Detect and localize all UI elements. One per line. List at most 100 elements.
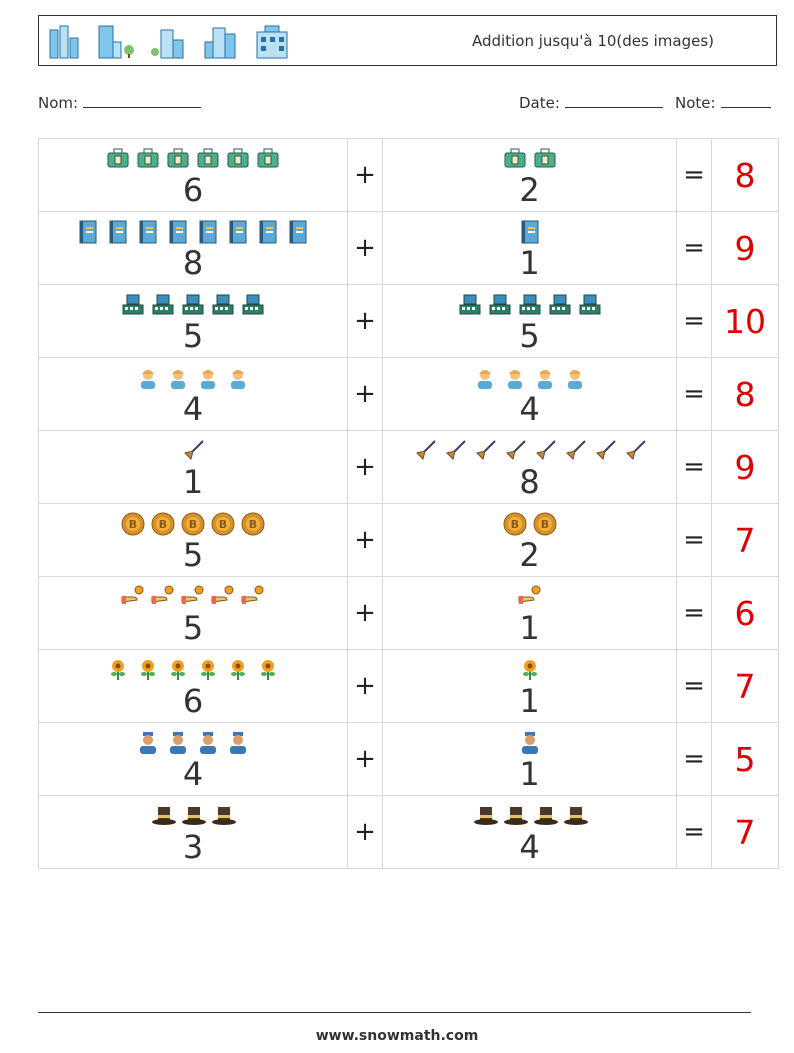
plus-sign: + xyxy=(347,430,383,504)
coin-hand-icon xyxy=(518,585,542,609)
addend-number: 4 xyxy=(519,390,540,428)
result-cell[interactable]: 9 xyxy=(711,430,779,504)
coin-hand-icon xyxy=(121,585,145,609)
second-addend-cell: 5 xyxy=(382,284,677,358)
problem-row: 6 +2 = 8 xyxy=(38,138,779,212)
coin-hand-icon xyxy=(211,585,235,609)
worker-icon xyxy=(136,366,160,390)
equals-sign: = xyxy=(676,211,712,285)
result-cell[interactable]: 7 xyxy=(711,649,779,723)
coin-hand-icon xyxy=(181,585,205,609)
addend-number: 5 xyxy=(519,317,540,355)
equals-sign: = xyxy=(676,430,712,504)
broom-icon xyxy=(593,439,617,463)
addend-number: 4 xyxy=(519,828,540,866)
result-cell[interactable]: 8 xyxy=(711,357,779,431)
equals-sign: = xyxy=(676,722,712,796)
nurse-icon xyxy=(518,731,542,755)
plus-sign: + xyxy=(347,649,383,723)
cash-register-icon xyxy=(151,293,175,317)
flower-icon xyxy=(196,658,220,682)
worksheet-header: Addition jusqu'à 10(des images) xyxy=(38,15,777,66)
worker-icon xyxy=(503,366,527,390)
second-addend-cell: 1 xyxy=(382,649,677,723)
pilgrim-hat-icon xyxy=(533,804,558,828)
cash-register-icon xyxy=(548,293,572,317)
flower-icon xyxy=(106,658,130,682)
date-label: Date: xyxy=(519,94,560,112)
addend-number: 4 xyxy=(182,390,204,428)
cash-register-icon xyxy=(181,293,205,317)
cash-register-icon xyxy=(458,293,482,317)
icon-group xyxy=(383,583,676,611)
building-icon xyxy=(49,25,79,59)
broom-icon xyxy=(413,439,437,463)
date-blank[interactable] xyxy=(564,93,663,108)
bitcoin-icon: B xyxy=(241,512,265,536)
first-addend-cell: 1 xyxy=(38,430,348,504)
plus-sign: + xyxy=(347,138,383,212)
result-cell[interactable]: 10 xyxy=(711,284,779,358)
equals-sign: = xyxy=(676,138,712,212)
suitcase-icon xyxy=(106,147,130,171)
notebook-icon xyxy=(136,220,160,244)
plus-sign: + xyxy=(347,284,383,358)
skyscrapers-icon xyxy=(204,27,236,59)
result-cell[interactable]: 7 xyxy=(711,503,779,577)
result-cell[interactable]: 5 xyxy=(711,722,779,796)
first-addend-cell: 6 xyxy=(38,649,348,723)
broom-icon xyxy=(563,439,587,463)
first-addend-cell: 8 xyxy=(38,211,348,285)
result-cell[interactable]: 9 xyxy=(711,211,779,285)
cash-register-icon xyxy=(578,293,602,317)
svg-text:B: B xyxy=(540,518,548,531)
footer-url[interactable]: www.snowmath.com xyxy=(315,1028,479,1044)
second-addend-cell: 1 xyxy=(382,576,677,650)
notebook-icon xyxy=(166,220,190,244)
first-addend-cell: 3 xyxy=(38,795,348,869)
pilgrim-hat-icon xyxy=(503,804,528,828)
result-cell[interactable]: 7 xyxy=(711,795,779,869)
notebook-icon xyxy=(286,220,310,244)
addend-number: 5 xyxy=(182,317,204,355)
second-addend-cell: 4 xyxy=(382,357,677,431)
pilgrim-hat-icon xyxy=(211,804,236,828)
bitcoin-icon: B xyxy=(181,512,205,536)
worker-icon xyxy=(563,366,587,390)
icon-group xyxy=(39,729,347,757)
first-addend-cell: 4 xyxy=(38,357,348,431)
equals-sign: = xyxy=(676,795,712,869)
plus-sign: + xyxy=(347,211,383,285)
notebook-icon xyxy=(76,220,100,244)
notebook-icon xyxy=(106,220,130,244)
icon-group xyxy=(383,364,676,392)
addend-number: 3 xyxy=(182,828,204,866)
bitcoin-icon: B xyxy=(151,512,175,536)
problem-row: 3 +4 = 7 xyxy=(38,795,779,869)
first-addend-cell: 5 xyxy=(38,576,348,650)
name-blank[interactable] xyxy=(83,93,202,108)
result-cell[interactable]: 6 xyxy=(711,576,779,650)
result-cell[interactable]: 8 xyxy=(711,138,779,212)
note-label: Note: xyxy=(675,94,716,112)
bitcoin-icon: B xyxy=(503,512,527,536)
name-field: Nom: xyxy=(38,93,202,112)
city-logo xyxy=(47,22,291,60)
flower-icon xyxy=(518,658,542,682)
addend-number: 8 xyxy=(519,463,540,501)
icon-group xyxy=(383,729,676,757)
problem-row: 6 +1 = 7 xyxy=(38,649,779,723)
apartment-icon xyxy=(256,25,288,59)
addend-number: 1 xyxy=(519,244,540,282)
note-blank[interactable] xyxy=(720,93,771,108)
icon-group xyxy=(39,145,347,173)
office-tower-icon xyxy=(98,25,134,59)
cash-register-icon xyxy=(518,293,542,317)
icon-group xyxy=(383,218,676,246)
svg-text:B: B xyxy=(189,518,197,531)
second-addend-cell: 8 xyxy=(382,430,677,504)
problem-row: 4 +4 = 8 xyxy=(38,357,779,431)
broom-icon xyxy=(181,439,205,463)
